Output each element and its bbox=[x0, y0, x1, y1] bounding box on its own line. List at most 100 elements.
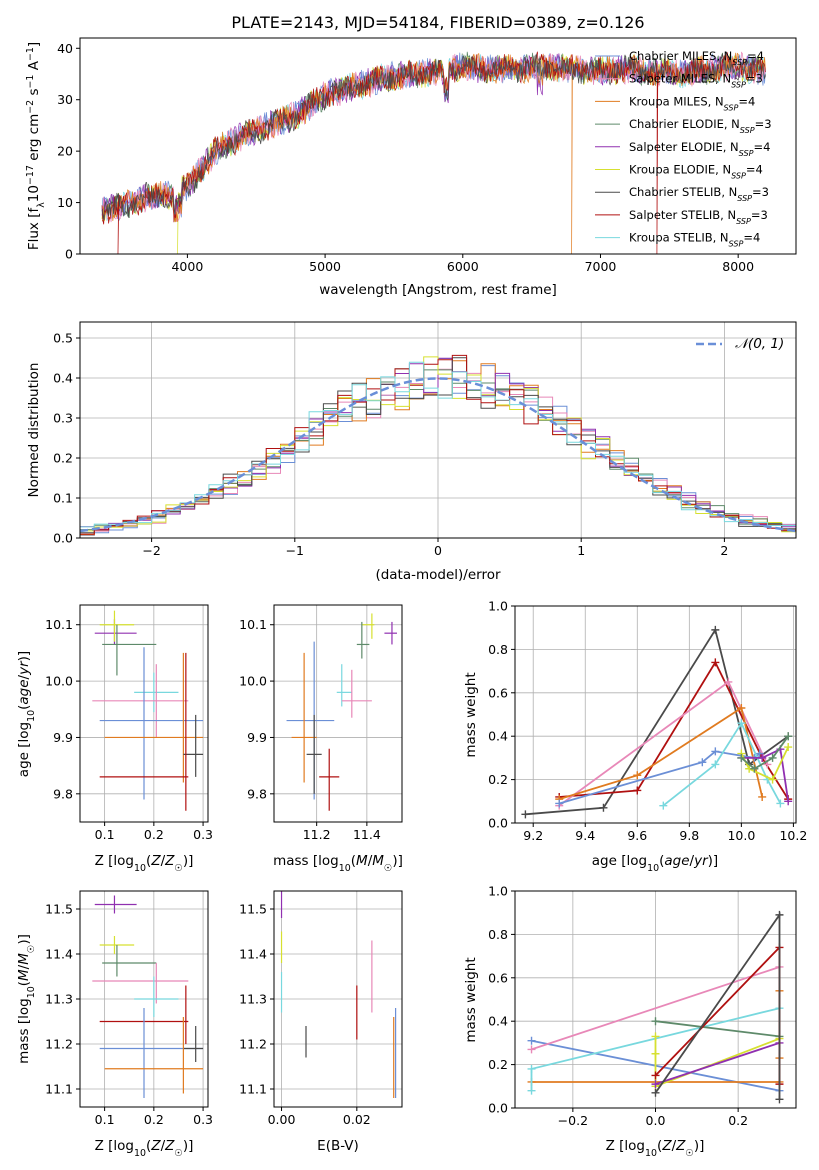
weight-marker bbox=[758, 792, 767, 801]
x-axis-label: Z [log10(Z/Z☉)] bbox=[95, 1138, 194, 1159]
legend-label: Salpeter ELODIE, NSSP=4 bbox=[629, 140, 770, 158]
x-tick-label: 0.2 bbox=[728, 1113, 748, 1128]
weight-marker bbox=[527, 1086, 536, 1095]
weight-series bbox=[521, 625, 793, 819]
x-tick-label: 0.2 bbox=[144, 1112, 164, 1127]
errorbar-point bbox=[92, 963, 189, 1004]
weight-line bbox=[558, 750, 761, 805]
weight-marker bbox=[755, 749, 764, 758]
y-tick-label: 9.8 bbox=[247, 786, 267, 801]
y-tick-label: 30 bbox=[57, 92, 73, 107]
y-tick-label: 9.9 bbox=[247, 730, 267, 745]
legend-label: 𝒩(0, 1) bbox=[735, 336, 784, 352]
x-axis-label: age [log10(age/yr)] bbox=[592, 853, 718, 874]
y-tick-label: 11.3 bbox=[239, 992, 267, 1007]
y-tick-label: 11.2 bbox=[45, 1037, 73, 1052]
weight-line bbox=[558, 680, 769, 807]
x-tick-label: 0.3 bbox=[193, 827, 213, 842]
weight-line bbox=[741, 747, 790, 802]
x-tick-label: −1 bbox=[286, 543, 304, 558]
axes-frame bbox=[273, 604, 403, 823]
weight-line bbox=[531, 966, 780, 1051]
y-tick-label: 0.5 bbox=[53, 331, 73, 346]
errorbar-point bbox=[341, 669, 372, 718]
x-tick-label: 7000 bbox=[585, 259, 617, 274]
errorbar-point bbox=[104, 1017, 204, 1094]
legend-label: Salpeter STELIB, NSSP=3 bbox=[629, 208, 768, 226]
x-tick-label: 9.2 bbox=[523, 828, 543, 843]
y-tick-label: 10.1 bbox=[239, 617, 267, 632]
weight-vs-Z-panel: −0.2 0.0 0.2 0.0 0.2 0.4 0.6 0.8 1.0 Z [log10(Z/Z… bbox=[463, 884, 797, 1159]
x-tick-label: 5000 bbox=[309, 259, 341, 274]
errorbar-point bbox=[104, 652, 204, 783]
x-axis-label: E(B-V) bbox=[317, 1138, 359, 1154]
errorbar-point bbox=[336, 664, 352, 707]
y-tick-label: 11.2 bbox=[239, 1037, 267, 1052]
weight-marker bbox=[776, 799, 785, 808]
weight-series bbox=[555, 703, 767, 804]
x-tick-label: −2 bbox=[142, 543, 160, 558]
weight-marker bbox=[768, 775, 777, 784]
spectrum-line bbox=[101, 53, 766, 220]
weight-marker bbox=[737, 703, 746, 712]
x-tick-label: 2 bbox=[720, 543, 728, 558]
x-tick-label: 10.2 bbox=[779, 828, 807, 843]
y-axis-label: age [log10(age/yr)] bbox=[16, 651, 37, 777]
weight-marker bbox=[651, 1049, 660, 1058]
y-tick-label: 0.6 bbox=[488, 970, 508, 985]
weight-marker bbox=[527, 1036, 536, 1045]
axes-frame bbox=[79, 604, 209, 823]
y-tick-label: 0.6 bbox=[488, 685, 508, 700]
weight-line bbox=[655, 1020, 780, 1038]
y-tick-label: 0.4 bbox=[53, 371, 73, 386]
weight-marker bbox=[758, 753, 767, 762]
weight-marker bbox=[555, 799, 564, 808]
weight-marker bbox=[633, 786, 642, 795]
x-tick-label: 6000 bbox=[447, 259, 479, 274]
errorbar-point bbox=[92, 664, 189, 738]
weight-marker bbox=[711, 747, 720, 756]
weight-marker bbox=[527, 1064, 536, 1073]
legend-label: Kroupa STELIB, NSSP=4 bbox=[629, 231, 760, 249]
spectrum-frame bbox=[79, 37, 797, 255]
x-tick-label: 0.3 bbox=[193, 1112, 213, 1127]
errorbar-point bbox=[384, 621, 397, 645]
x-axis-label: Z [log10(Z/Z☉)] bbox=[606, 1138, 705, 1159]
mass-vs-Z-panel: 0.1 0.2 0.3 11.1 11.2 11.3 11.4 11.5 Z [log10(Z/… bbox=[16, 890, 213, 1159]
weight-line bbox=[654, 1036, 780, 1088]
x-tick-label: −0.2 bbox=[558, 1113, 588, 1128]
legend-label: Chabrier STELIB, NSSP=3 bbox=[629, 185, 769, 203]
age-vs-Z-panel: 0.1 0.2 0.3 9.8 9.9 10.0 10.1 Z [log10(Z/Z☉)] ag… bbox=[16, 604, 213, 874]
weight-marker bbox=[651, 1017, 660, 1026]
weight-marker bbox=[651, 1032, 660, 1041]
y-tick-label: 0.0 bbox=[53, 531, 73, 546]
weight-series bbox=[651, 910, 784, 1104]
y-tick-label: 20 bbox=[57, 144, 73, 159]
x-tick-label: 9.4 bbox=[575, 828, 595, 843]
y-axis-label: Normed distribution bbox=[26, 363, 42, 498]
weight-marker bbox=[724, 677, 733, 686]
y-tick-label: 0.2 bbox=[488, 1057, 508, 1072]
legend-label: Kroupa MILES, NSSP=4 bbox=[629, 94, 755, 112]
y-tick-label: 11.4 bbox=[239, 947, 267, 962]
weight-line bbox=[559, 660, 789, 800]
errorbar-point bbox=[99, 652, 189, 811]
axes-frame bbox=[79, 890, 209, 1108]
y-tick-label: 10.0 bbox=[45, 674, 73, 689]
weight-marker bbox=[651, 1088, 660, 1097]
x-tick-label: 0.02 bbox=[343, 1112, 371, 1127]
histogram-steps bbox=[80, 361, 796, 536]
errorbar-point bbox=[286, 641, 335, 800]
y-tick-label: 10.0 bbox=[239, 674, 267, 689]
weight-marker bbox=[737, 719, 746, 728]
weight-series bbox=[651, 1017, 784, 1041]
y-axis-label: mass weight bbox=[463, 672, 479, 757]
weight-series bbox=[737, 732, 793, 773]
weight-marker bbox=[651, 1071, 660, 1080]
axes-frame bbox=[273, 890, 403, 1108]
y-axis-label: mass [log10(M/M☉)] bbox=[16, 934, 37, 1064]
legend: Chabrier MILES, NSSP=4 Salpeter MILES, NS… bbox=[595, 49, 772, 248]
weight-marker bbox=[711, 760, 720, 769]
y-tick-label: 0.2 bbox=[53, 451, 73, 466]
errorbar-point bbox=[183, 1026, 204, 1062]
